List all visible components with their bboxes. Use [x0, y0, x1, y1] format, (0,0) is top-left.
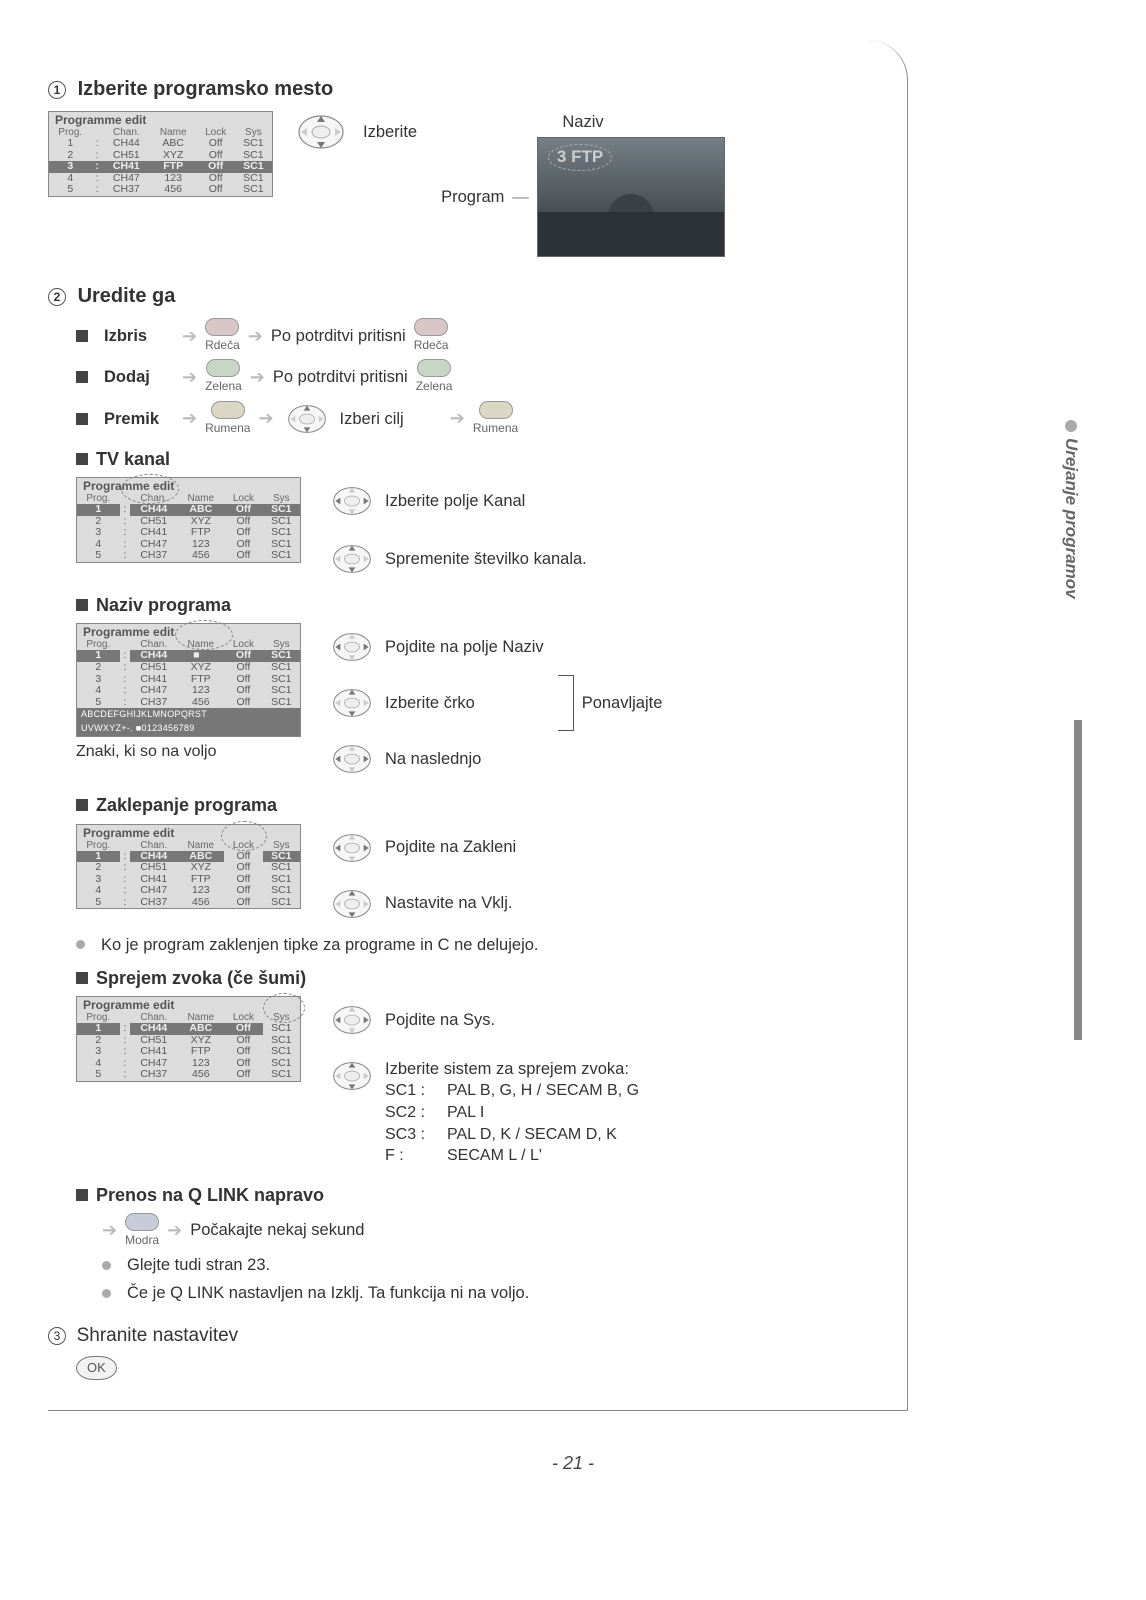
ok-button-icon: OK: [76, 1356, 117, 1380]
subhead-sys: Sprejem zvoka (če šumi): [76, 966, 871, 990]
sys-list: SC1 :PAL B, G, H / SECAM B, G SC2 :PAL I…: [385, 1080, 639, 1166]
prog-edit-table-1: Programme edit Prog. Chan. Name Lock Sys…: [48, 111, 273, 197]
step3-num: 3: [48, 1327, 66, 1345]
bullet-icon: [76, 940, 85, 949]
prog-edit-table-tvkanal: Programme edit Prog.Chan.NameLockSys 1:C…: [76, 477, 301, 563]
label-premik: Premik: [104, 408, 174, 430]
label-dodaj: Dodaj: [104, 366, 174, 388]
green-button-icon: [206, 359, 240, 377]
label-confirm: Po potrditvi pritisni: [271, 325, 406, 347]
label-program: Program: [441, 186, 504, 208]
tv-preview: 3 FTP: [537, 137, 725, 257]
red-button-icon: [205, 318, 239, 336]
subhead-lock: Zaklepanje programa: [76, 793, 871, 817]
dpad-icon: [327, 830, 377, 866]
page-number: - 21 -: [48, 1451, 1098, 1475]
row-premik: Premik ➔ Rumena ➔ Izberi cilj ➔ Rumena: [76, 401, 871, 437]
prog-edit-title: Programme edit: [49, 112, 272, 127]
step1-num: 1: [48, 81, 66, 99]
side-thick-bar: [1074, 720, 1082, 1040]
row-izbris: Izbris ➔ Rdeča ➔ Po potrditvi pritisni R…: [76, 318, 871, 353]
dpad-icon: [327, 741, 377, 777]
square-bullet-icon: [76, 371, 88, 383]
step3-row: 3 Shranite nastavitev: [48, 1323, 871, 1349]
row-dodaj: Dodaj ➔ Zelena ➔ Po potrditvi pritisni Z…: [76, 359, 871, 394]
step2-title: Uredite ga: [78, 285, 176, 307]
qlink-off: Če je Q LINK nastavljen na Izklj. Ta fun…: [127, 1282, 529, 1304]
side-tab-label: Urejanje programov: [1059, 438, 1082, 599]
yellow-button-icon: [211, 401, 245, 419]
bracket-icon: [558, 675, 574, 731]
prog-edit-grid: Prog. Chan. Name Lock Sys 1:CH44ABCOffSC…: [49, 127, 272, 196]
arrow-icon: ➔: [182, 324, 197, 348]
prog-edit-table-lock: Programme edit Prog.Chan.NameLockSys 1:C…: [76, 824, 301, 910]
dpad-icon: [327, 1002, 377, 1038]
square-bullet-icon: [76, 330, 88, 342]
label-izberite: Izberite: [363, 121, 417, 143]
lock-note: Ko je program zaklenjen tipke za program…: [101, 934, 539, 956]
subhead-nazivprog: Naziv programa: [76, 593, 871, 617]
red-button-icon: [414, 318, 448, 336]
alpha-row1: ABCDEFGHIJKLMNOPQRST: [77, 708, 300, 722]
alpha-caption: Znaki, ki so na voljo: [76, 741, 301, 763]
step2-title-row: 2 Uredite ga: [48, 283, 871, 310]
subhead-tvkanal: TV kanal: [76, 447, 871, 471]
subhead-qlink: Prenos na Q LINK napravo: [76, 1183, 871, 1207]
label-repeat: Ponavljajte: [582, 692, 663, 714]
blue-button-icon: [125, 1213, 159, 1231]
dpad-icon: [327, 1058, 377, 1094]
dpad-icon: [327, 886, 377, 922]
green-button-icon: [417, 359, 451, 377]
label-naziv: Naziv: [441, 111, 725, 133]
row-qlink-wait: ➔ Modra ➔ Počakajte nekaj sekund: [102, 1213, 871, 1248]
qlink-see: Glejte tudi stran 23.: [127, 1254, 270, 1276]
step1-title: Izberite programsko mesto: [78, 78, 334, 100]
arrow-icon: ➔: [248, 324, 263, 348]
dpad-icon: [291, 111, 351, 153]
yellow-button-icon: [479, 401, 513, 419]
dpad-icon: [327, 685, 377, 721]
prog-edit-table-naziv: Programme edit Prog.Chan.NameLockSys 1:C…: [76, 623, 301, 737]
dpad-icon: [327, 541, 377, 577]
step2-num: 2: [48, 288, 66, 306]
dpad-icon: [282, 401, 332, 437]
step3-title: Shranite nastavitev: [77, 1325, 239, 1346]
step1-title-row: 1 Izberite programsko mesto: [48, 76, 871, 103]
dpad-icon: [327, 629, 377, 665]
side-tab: Urejanje programov: [1059, 420, 1082, 599]
label-izbris: Izbris: [104, 325, 174, 347]
prog-edit-table-sys: Programme edit Prog.Chan.NameLockSys 1:C…: [76, 996, 301, 1082]
square-bullet-icon: [76, 413, 88, 425]
tv-osd: 3 FTP: [548, 144, 612, 171]
side-tab-dot: [1065, 420, 1077, 432]
table-header-row: Prog. Chan. Name Lock Sys: [49, 127, 272, 138]
alpha-row2: UVWXYZ+-. ■0123456789: [77, 722, 300, 736]
dpad-icon: [327, 483, 377, 519]
